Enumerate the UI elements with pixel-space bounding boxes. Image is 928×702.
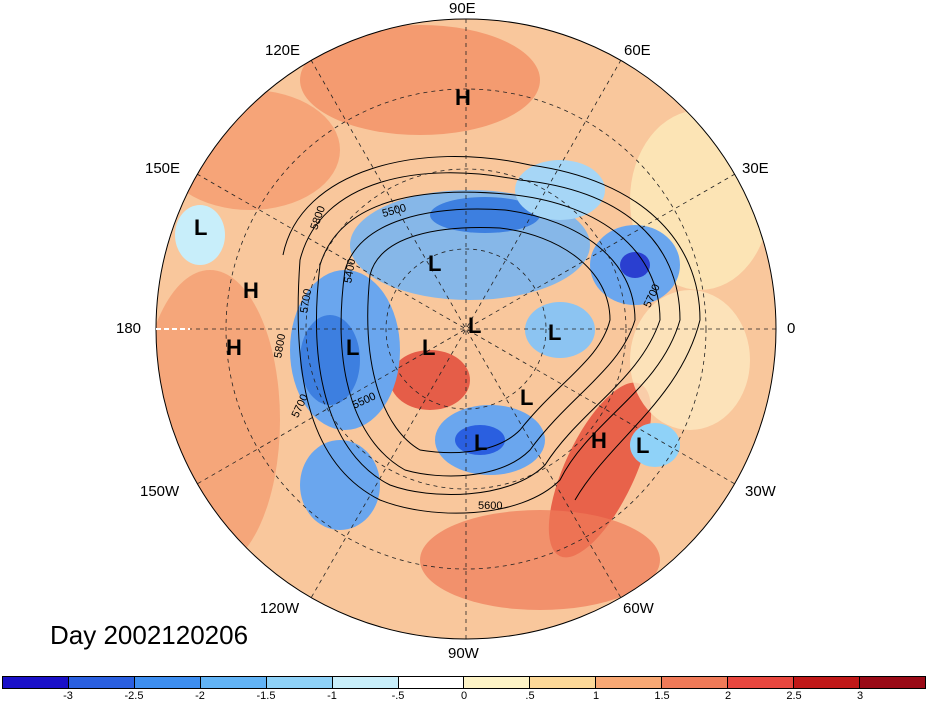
colorbar-swatch [200, 677, 267, 688]
colorbar-tick-label: 2.5 [786, 690, 802, 702]
lon-label-30w: 30W [745, 483, 776, 500]
high-center: H [455, 85, 471, 110]
colorbar-tick-label: 1.5 [654, 690, 670, 702]
colorbar-tick-label: -1.5 [256, 690, 276, 702]
colorbar-swatch [596, 677, 663, 688]
colorbar-swatch [794, 677, 860, 688]
colorbar-tick-label: -2.5 [124, 690, 144, 702]
colorbar-tick-label: 3 [856, 690, 864, 702]
high-center: H [243, 278, 259, 303]
lon-label-90e: 90E [449, 0, 476, 17]
low-center: L [422, 335, 436, 360]
graticule [156, 19, 776, 639]
colorbar-swatch [464, 677, 531, 688]
colorbar-tick-label: .5 [525, 690, 535, 702]
high-center: H [226, 335, 242, 360]
low-center: L [194, 215, 208, 240]
low-center: L [346, 335, 360, 360]
lon-label-90w: 90W [448, 645, 479, 662]
low-center: L [468, 313, 482, 338]
lon-label-120e: 120E [265, 42, 301, 59]
lon-label-180: 180 [116, 320, 142, 337]
colorbar-swatch [530, 677, 597, 688]
lon-label-0: 0 [787, 320, 796, 337]
low-center: L [636, 433, 650, 458]
high-center: H [591, 428, 607, 453]
colorbar-swatch [398, 677, 465, 688]
low-center: L [474, 430, 488, 455]
low-center: L [520, 385, 534, 410]
colorbar-ticks: -3 -2.5 -2 -1.5 -1 -.5 0 .5 1 1.5 2 2.5 3 [0, 690, 928, 702]
anomaly-field [156, 19, 776, 639]
lon-label-30e: 30E [742, 160, 769, 177]
colorbar-swatch [68, 677, 135, 688]
lon-label-120w: 120W [260, 600, 300, 617]
colorbar-tick-label: -2 [195, 690, 205, 702]
colorbar-swatch [266, 677, 333, 688]
colorbar-swatch [3, 677, 69, 688]
colorbar-swatch [728, 677, 795, 688]
lon-label-150e: 150E [145, 160, 181, 177]
colorbar-swatch [134, 677, 201, 688]
colorbar-tick-label: 0 [460, 690, 468, 702]
lon-label-60w: 60W [623, 600, 654, 617]
height-contours [282, 155, 701, 514]
low-center: L [428, 251, 442, 276]
low-center: L [548, 320, 562, 345]
colorbar [2, 676, 926, 689]
colorbar-tick-label: 1 [592, 690, 600, 702]
lon-label-60e: 60E [624, 42, 651, 59]
lon-label-150w: 150W [140, 483, 180, 500]
colorbar-tick-label: -1 [327, 690, 337, 702]
colorbar-tick-label: -3 [63, 690, 73, 702]
colorbar-tick-label: -.5 [391, 690, 405, 702]
colorbar-swatch [332, 677, 399, 688]
map-title: Day 2002120206 [50, 620, 249, 650]
colorbar-swatch [859, 677, 925, 688]
colorbar-tick-label: 2 [724, 690, 732, 702]
colorbar-swatch [662, 677, 729, 688]
contour-label: 5600 [478, 500, 503, 512]
